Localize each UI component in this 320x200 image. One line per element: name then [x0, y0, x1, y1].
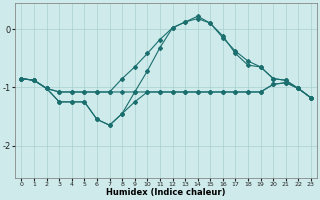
X-axis label: Humidex (Indice chaleur): Humidex (Indice chaleur): [107, 188, 226, 197]
